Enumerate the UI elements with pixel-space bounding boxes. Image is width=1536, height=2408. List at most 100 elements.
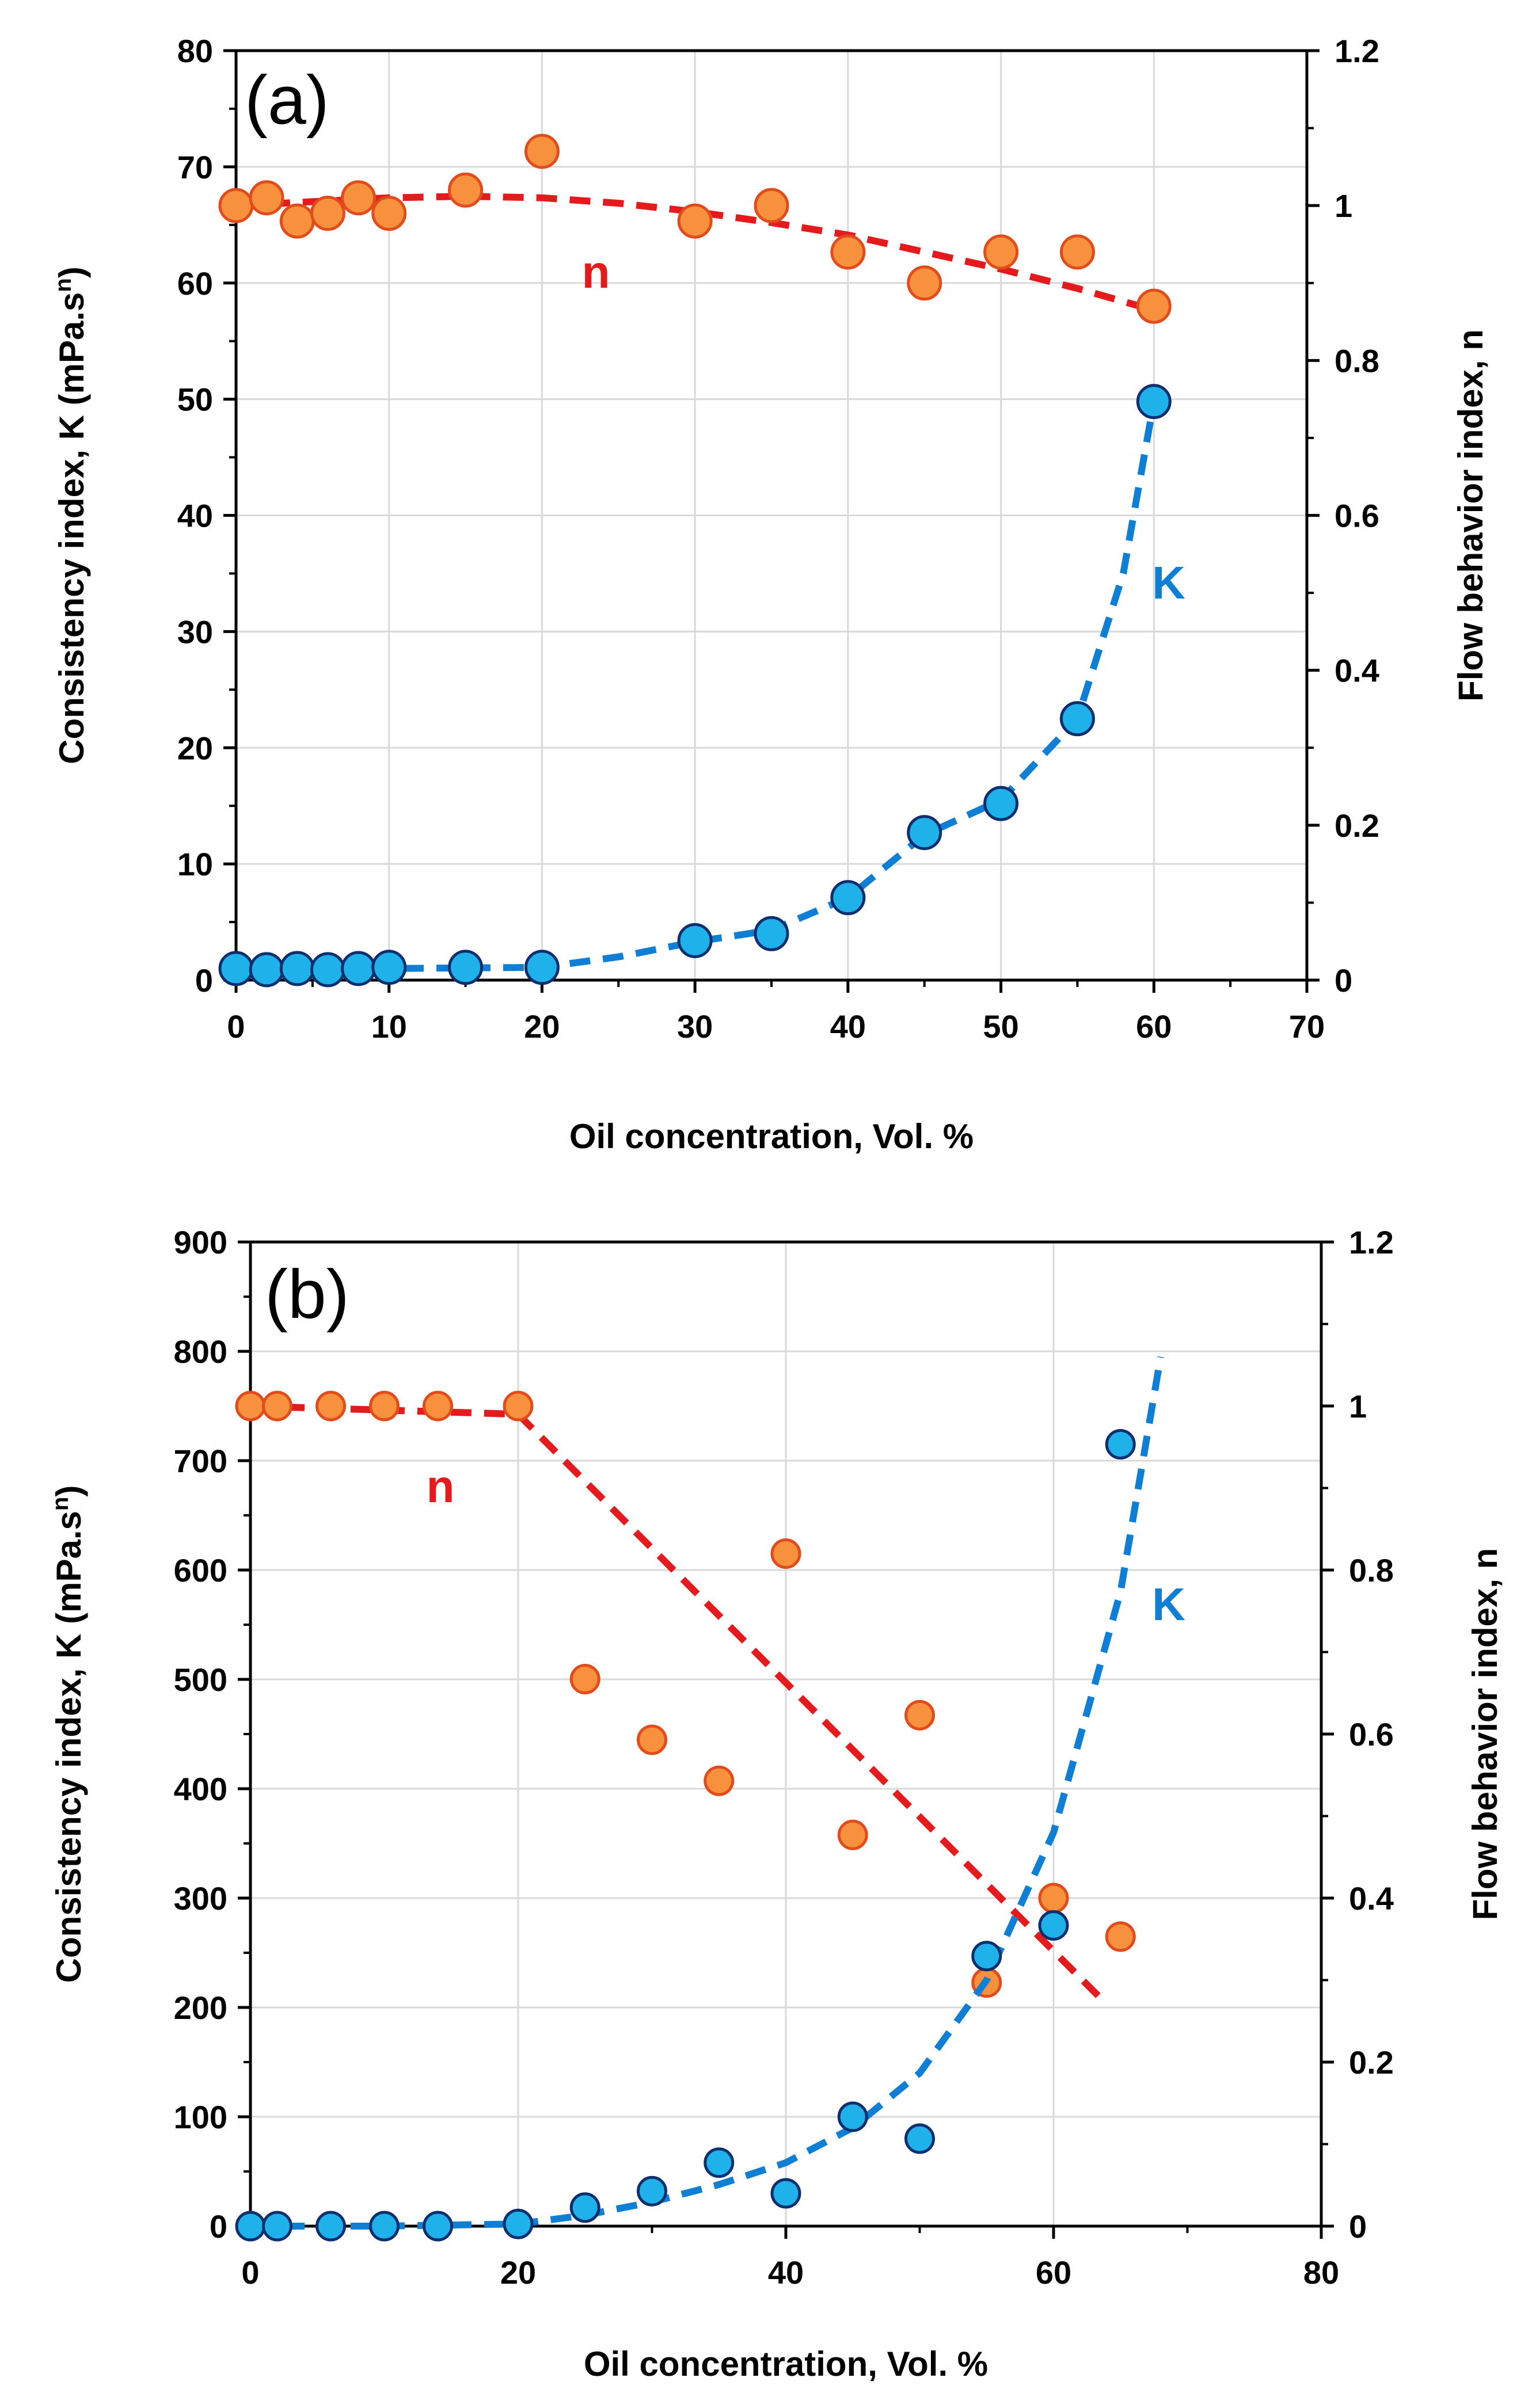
y2-tick-label: 1.2 bbox=[1349, 1224, 1394, 1260]
x-tick-label: 40 bbox=[768, 2254, 804, 2291]
x-tick-label: 20 bbox=[524, 1008, 560, 1045]
data-point-k bbox=[341, 951, 377, 986]
y-tick-label: 500 bbox=[174, 1662, 227, 1698]
fit-line-n bbox=[250, 1403, 1110, 2007]
y2-tick-label: 0 bbox=[1335, 962, 1352, 999]
data-point-n bbox=[262, 1390, 292, 1422]
data-point-n bbox=[218, 188, 254, 223]
panel-label: (b) bbox=[265, 1256, 349, 1333]
series-label-n: n bbox=[582, 246, 610, 298]
y-tick-label: 600 bbox=[174, 1552, 227, 1588]
data-point-n bbox=[423, 1390, 453, 1422]
y2-tick-label: 0.6 bbox=[1349, 1716, 1394, 1752]
y2-axis-title: Flow behavior index, n bbox=[1451, 329, 1490, 702]
y-tick-label: 80 bbox=[177, 33, 213, 69]
x-axis-title: Oil concentration, Vol. % bbox=[584, 2345, 988, 2383]
y-tick-label: 800 bbox=[174, 1333, 227, 1370]
x-tick-label: 10 bbox=[371, 1008, 407, 1045]
data-point-n bbox=[1105, 1921, 1136, 1952]
x-tick-label: 50 bbox=[983, 1008, 1018, 1045]
data-point-k bbox=[235, 2211, 266, 2242]
data-point-k bbox=[1105, 1429, 1136, 1460]
y2-tick-label: 0 bbox=[1349, 2208, 1367, 2245]
y-tick-label: 900 bbox=[174, 1224, 227, 1260]
data-point-k bbox=[971, 1941, 1002, 1972]
data-point-n bbox=[983, 234, 1019, 270]
data-point-n bbox=[837, 1819, 868, 1850]
y2-tick-label: 1.2 bbox=[1335, 33, 1379, 69]
data-point-k bbox=[569, 2192, 600, 2223]
y-tick-label: 40 bbox=[177, 498, 213, 534]
data-point-k bbox=[249, 952, 284, 988]
y2-tick-label: 1 bbox=[1335, 188, 1352, 224]
data-point-n bbox=[448, 172, 484, 208]
x-tick-label: 60 bbox=[1036, 2254, 1071, 2291]
data-point-k bbox=[1059, 701, 1095, 737]
y-axis-title-main: Consistency index, K (mPa.s bbox=[50, 1511, 88, 1983]
data-point-k bbox=[524, 950, 560, 985]
data-point-n bbox=[704, 1765, 735, 1796]
panel-label: (a) bbox=[245, 62, 329, 139]
panel-a-chart: 0 10 20 30 40 50 60 70 0 10 20 30 40 50 60 70 80 0 0.2 0.4 0… bbox=[51, 33, 1490, 1156]
data-point-k bbox=[448, 950, 484, 985]
series-label-k: K bbox=[1152, 557, 1185, 608]
data-point-k bbox=[369, 2211, 400, 2242]
x-axis-title: Oil concentration, Vol. % bbox=[569, 1117, 974, 1156]
data-point-n bbox=[249, 180, 284, 216]
data-point-n bbox=[677, 203, 713, 239]
data-point-k bbox=[423, 2211, 453, 2242]
y-axis-title-end: ) bbox=[52, 266, 91, 278]
y-tick-label: 50 bbox=[177, 382, 213, 418]
data-point-k bbox=[637, 2175, 667, 2207]
y2-tick-label: 0.8 bbox=[1349, 1552, 1394, 1588]
y-tick-label: 30 bbox=[177, 614, 213, 650]
series-label-n: n bbox=[427, 1461, 455, 1512]
data-point-k bbox=[1038, 1910, 1069, 1941]
data-point-n bbox=[770, 1538, 801, 1569]
data-point-k bbox=[754, 916, 789, 951]
y-tick-label: 0 bbox=[195, 962, 213, 999]
fit-line-k bbox=[250, 1356, 1164, 2230]
data-point-k bbox=[677, 923, 713, 958]
y2-tick-label: 0.2 bbox=[1335, 807, 1379, 844]
panel-b-chart: 0 20 40 60 80010020030040050060070080090000.… bbox=[48, 1224, 1504, 2383]
data-point-n bbox=[310, 196, 345, 231]
y-axis-title: Consistency index, K (mPa.sn) bbox=[48, 1485, 88, 1983]
data-point-k bbox=[704, 2147, 735, 2178]
y-tick-label: 300 bbox=[174, 1880, 227, 1917]
data-point-n bbox=[1059, 234, 1095, 270]
y2-tick-label: 0.4 bbox=[1349, 1880, 1394, 1917]
y2-axis-title: Flow behavior index, n bbox=[1466, 1548, 1504, 1921]
data-point-n bbox=[904, 1700, 935, 1731]
y-tick-label: 100 bbox=[174, 2099, 227, 2135]
y-axis-title-superscript: n bbox=[51, 278, 76, 292]
x-tick-label: 20 bbox=[500, 2254, 536, 2291]
data-point-n bbox=[503, 1390, 534, 1422]
y2-tick-label: 0.8 bbox=[1335, 342, 1379, 379]
y-tick-label: 20 bbox=[177, 730, 213, 766]
y2-tick-label: 0.2 bbox=[1349, 2044, 1394, 2081]
x-tick-label: 0 bbox=[227, 1008, 245, 1045]
data-point-n bbox=[315, 1390, 346, 1422]
y-axis-title-superscript: n bbox=[48, 1497, 73, 1511]
data-point-k bbox=[279, 951, 315, 986]
x-tick-label: 80 bbox=[1303, 2254, 1339, 2291]
y2-tick-label: 0.6 bbox=[1335, 498, 1379, 534]
y-axis-title-main: Consistency index, K (mPa.s bbox=[52, 292, 91, 764]
data-point-k bbox=[503, 2208, 534, 2239]
x-tick-label: 60 bbox=[1136, 1008, 1172, 1045]
data-point-n bbox=[569, 1664, 600, 1695]
data-point-k bbox=[983, 786, 1019, 821]
y2-tick-label: 0.4 bbox=[1335, 653, 1379, 689]
data-point-k bbox=[907, 815, 942, 851]
x-tick-label: 70 bbox=[1289, 1008, 1325, 1045]
data-point-k bbox=[218, 951, 254, 986]
data-point-k bbox=[315, 2211, 346, 2242]
y-tick-label: 60 bbox=[177, 265, 213, 302]
data-point-n bbox=[524, 134, 560, 169]
y-tick-label: 700 bbox=[174, 1443, 227, 1479]
data-point-n bbox=[1038, 1883, 1069, 1914]
data-point-n bbox=[369, 1390, 400, 1422]
y-tick-label: 0 bbox=[210, 2208, 227, 2245]
